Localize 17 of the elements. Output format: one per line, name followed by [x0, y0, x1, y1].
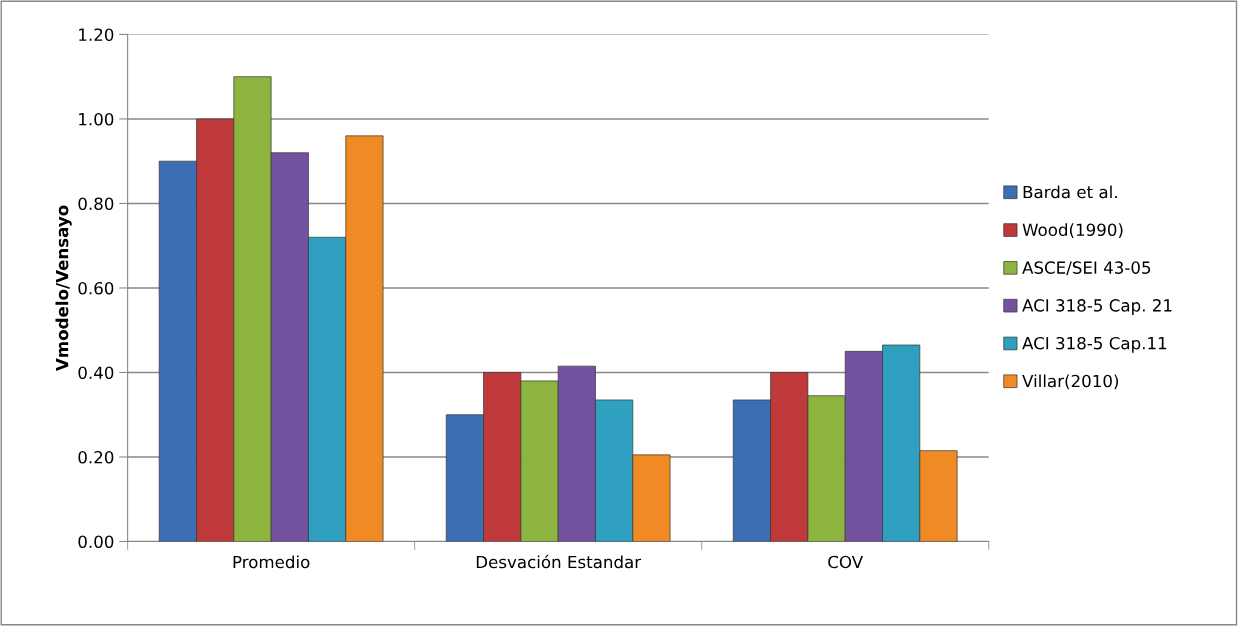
y-tick-label: 0.20: [78, 450, 114, 464]
y-tick-label: 0.60: [78, 281, 114, 295]
legend-label: ASCE/SEI 43-05: [1022, 261, 1151, 276]
y-axis-title: Vmodelo/Vensayo: [55, 205, 72, 372]
y-tick-label: 1.20: [79, 28, 114, 41]
y-tick-label: 0.40: [78, 366, 114, 380]
x-tick-label: Desvación Estandar: [476, 554, 642, 569]
legend-label: Villar(2010): [1022, 374, 1119, 390]
y-tick-label: 0.00: [78, 535, 114, 549]
legend-label: Wood(1990): [1022, 223, 1123, 239]
y-tick-label: 1.00: [79, 112, 114, 126]
legend-label: ACI 318-5 Cap. 21: [1022, 299, 1172, 315]
y-tick-label: 0.80: [78, 197, 114, 211]
legend-label: Barda et al.: [1023, 185, 1117, 199]
legend-label: ACI 318-5 Cap.11: [1022, 336, 1167, 353]
x-tick-label: COV: [828, 555, 863, 569]
x-tick-label: Promedio: [233, 555, 310, 569]
